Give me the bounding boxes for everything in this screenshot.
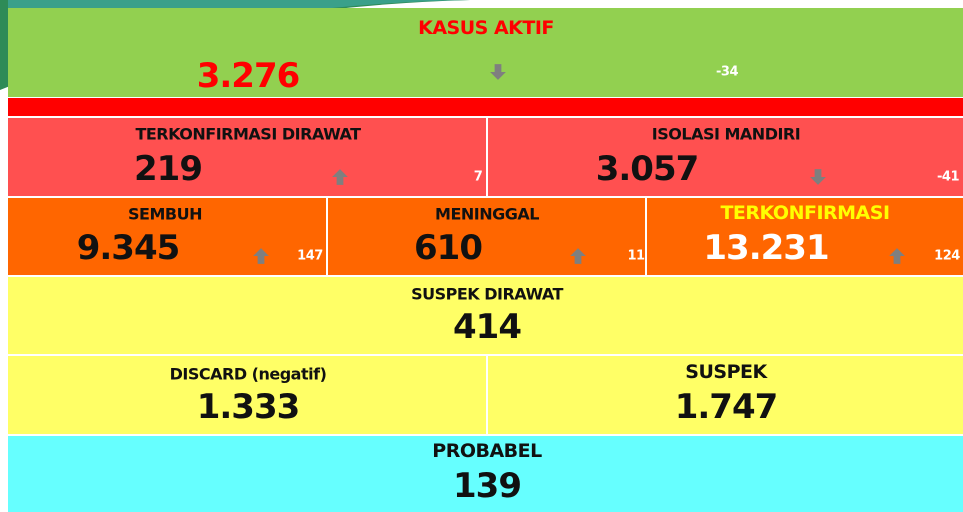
label: PROBABEL	[432, 440, 542, 462]
value: 3.057	[595, 149, 700, 189]
label: TERKONFIRMASI DIRAWAT	[135, 124, 361, 144]
value: 13.231	[703, 228, 829, 268]
discard-panel	[8, 356, 486, 434]
separator-bar	[8, 98, 963, 116]
change: 7	[473, 169, 483, 185]
active-panel	[8, 8, 963, 97]
value: 610	[414, 228, 483, 268]
value: 9.345	[76, 228, 181, 268]
label: DISCARD (negatif)	[169, 364, 327, 384]
value: 139	[453, 466, 522, 506]
change: -34	[716, 64, 739, 80]
suspect-treated-panel	[8, 277, 963, 354]
up-arrow	[889, 248, 905, 264]
up-arrow	[570, 248, 586, 264]
value: 414	[453, 307, 522, 347]
recovered-panel	[8, 198, 326, 275]
value: 1.747	[674, 387, 779, 427]
value: 1.333	[196, 387, 301, 427]
label: ISOLASI MANDIRI	[651, 124, 801, 144]
change: -41	[937, 169, 960, 185]
label: SEMBUH	[128, 204, 202, 224]
up-arrow	[253, 248, 269, 264]
label: KASUS AKTIF	[418, 17, 554, 39]
change: 124	[934, 248, 960, 264]
isolation-panel	[488, 118, 963, 196]
label: SUSPEK DIRAWAT	[411, 284, 563, 304]
down-arrow	[810, 169, 826, 185]
probable-panel	[8, 436, 963, 512]
suspect-panel	[488, 356, 963, 434]
value: 219	[134, 149, 203, 189]
down-arrow	[490, 64, 506, 80]
treated-panel	[8, 118, 486, 196]
label: MENINGGAL	[435, 204, 539, 224]
deaths-panel	[328, 198, 645, 275]
up-arrow	[332, 169, 348, 185]
confirmed-panel	[647, 198, 963, 275]
label: SUSPEK	[685, 361, 767, 383]
change: 11	[627, 248, 645, 264]
label: TERKONFIRMASI	[720, 202, 890, 224]
value: 3.276	[196, 56, 301, 96]
change: 147	[297, 248, 323, 264]
